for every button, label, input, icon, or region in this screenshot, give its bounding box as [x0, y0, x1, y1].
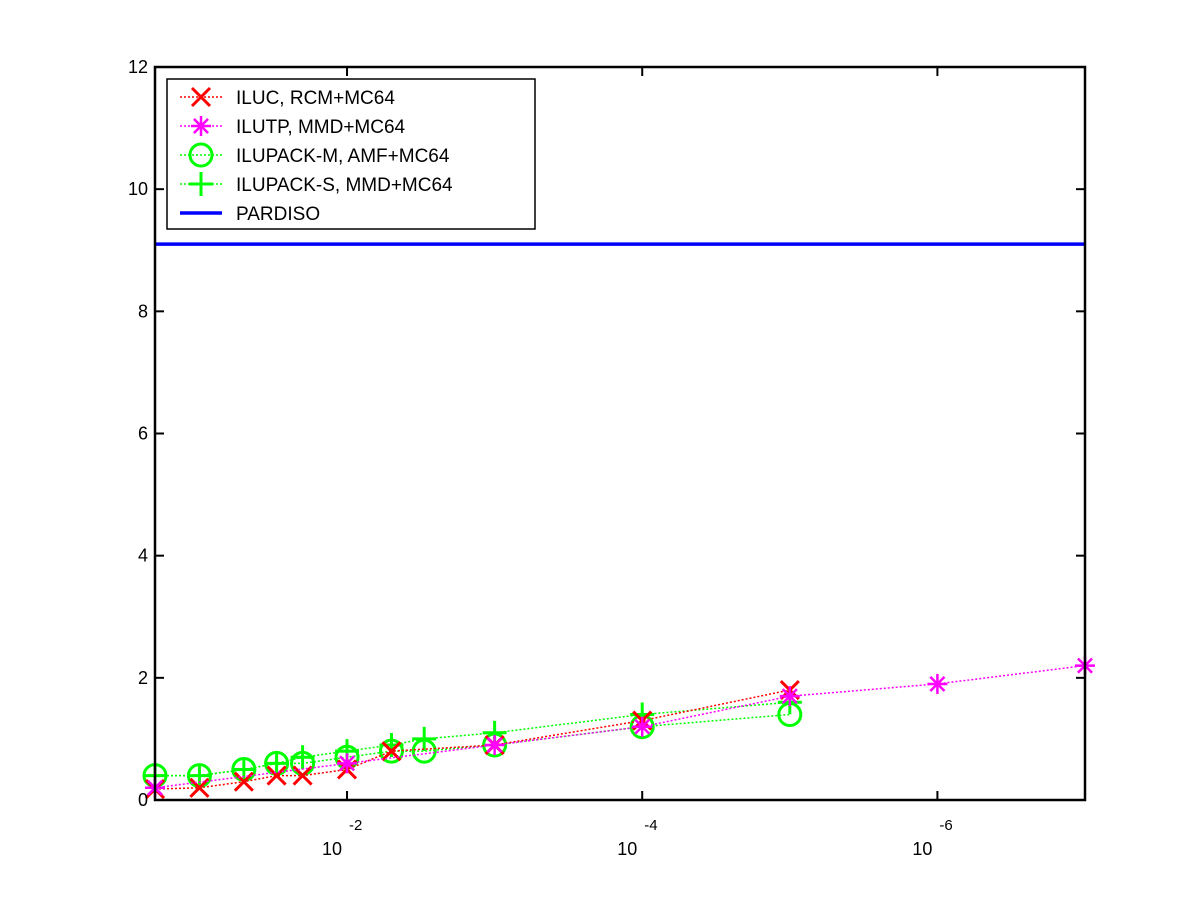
legend-label-4: PARDISO [236, 204, 320, 225]
series-line-3 [155, 701, 790, 777]
series-1-point-4 [779, 686, 800, 707]
legend-marker-3 [189, 172, 213, 196]
x-tick-base-1: 10 [617, 839, 637, 859]
series-layer [142, 242, 1095, 800]
axes-layer: 0 2 4 6 8 10 12 -2 10 -4 10 -6 10 [128, 57, 1087, 859]
series-0-point-3 [266, 765, 287, 786]
y-tick-label-1: 2 [138, 668, 148, 688]
series-1-point-5 [927, 673, 948, 694]
series-2-point-9 [629, 714, 655, 740]
legend-label-0: ILUC, RCM+MC64 [236, 88, 395, 109]
legend-box [166, 78, 536, 230]
legend: ILUC, RCM+MC64 ILUTP, MMD+MC64 ILUPACK-M, … [166, 78, 536, 230]
series-1-point-1 [337, 753, 358, 774]
y-tick-label-6: 12 [128, 57, 148, 77]
legend-label-2: ILUPACK-M, AMF+MC64 [236, 146, 450, 167]
y-tick-label-2: 4 [138, 546, 148, 566]
series-0-point-1 [189, 777, 210, 798]
x-tick-base-0: 10 [322, 839, 342, 859]
y-tick-label-5: 10 [128, 179, 148, 199]
legend-label-1: ILUTP, MMD+MC64 [236, 117, 406, 138]
legend-entry-0: ILUC, RCM+MC64 [180, 86, 395, 109]
x-tick-exponent-2: -6 [939, 817, 952, 834]
y-tick-label-3: 6 [138, 424, 148, 444]
legend-entry-2: ILUPACK-M, AMF+MC64 [180, 142, 450, 168]
legend-entry-1: ILUTP, MMD+MC64 [180, 116, 406, 138]
series-3-point-3 [264, 751, 289, 776]
legend-entry-3: ILUPACK-S, MMD+MC64 [180, 172, 453, 196]
y-tick-label-0: 0 [138, 790, 148, 810]
series-1-point-3 [632, 716, 653, 737]
legend-marker-1 [191, 116, 211, 136]
series-2-point-7 [411, 738, 437, 764]
series-0-point-4 [292, 765, 313, 786]
x-tick-base-2: 10 [912, 839, 932, 859]
legend-entry-4: PARDISO [180, 204, 320, 225]
legend-marker-2 [188, 142, 214, 168]
x-tick-exponent-0: -2 [349, 817, 362, 834]
legend-label-3: ILUPACK-S, MMD+MC64 [236, 175, 453, 196]
series-0-point-2 [233, 771, 254, 792]
series-1-point-2 [484, 735, 505, 756]
legend-marker-0 [190, 86, 212, 108]
x-tick-exponent-1: -4 [644, 817, 657, 834]
y-tick-label-4: 8 [138, 301, 148, 321]
